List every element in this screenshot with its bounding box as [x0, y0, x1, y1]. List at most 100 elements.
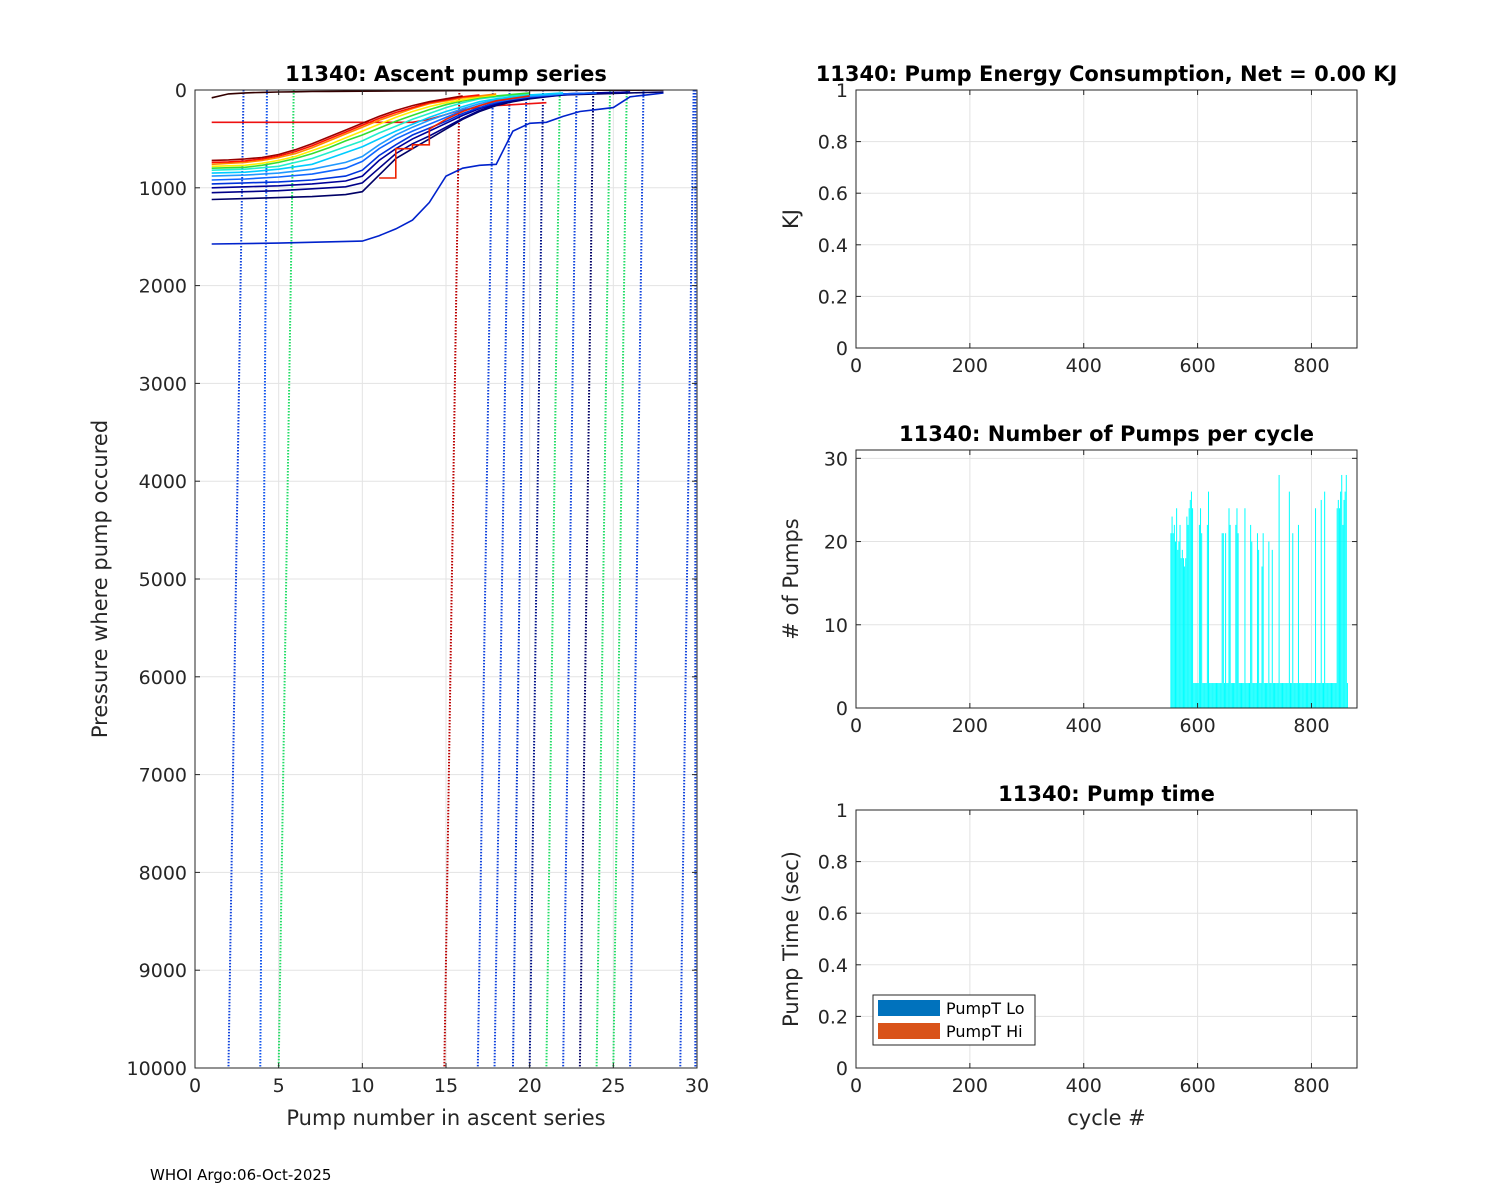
pumps-bar	[1247, 683, 1249, 708]
pumps-bar	[1294, 683, 1296, 708]
pumps-bar	[1319, 683, 1321, 708]
energy-xtick-label: 200	[952, 355, 988, 377]
pumps-bar	[1189, 499, 1191, 708]
pumps-bar	[1211, 683, 1213, 708]
pumps-bar	[1330, 683, 1332, 708]
pumps-bar	[1267, 683, 1269, 708]
pumps-bar	[1269, 683, 1271, 708]
pumps-bar	[1212, 683, 1214, 708]
pumps-bar	[1186, 516, 1188, 708]
pumps-bar	[1312, 683, 1314, 708]
ascent-vertical-series-10	[578, 90, 595, 1068]
pumps-bar	[1287, 683, 1289, 708]
pumps-bar	[1234, 683, 1236, 708]
energy-ylabel: KJ	[779, 209, 803, 229]
energy-axes-box	[855, 89, 1358, 349]
pumps-bar	[1208, 491, 1210, 708]
ascent-xtick-label: 0	[189, 1075, 201, 1097]
pumps-bar	[1196, 683, 1198, 708]
ascent-series-profile-cyan	[211, 92, 564, 174]
pumps-bar	[1238, 683, 1240, 708]
pumptime-legend-label: PumpT Hi	[946, 1022, 1023, 1041]
pumps-bar	[1321, 683, 1323, 708]
pumps-title: 11340: Number of Pumps per cycle	[899, 422, 1314, 446]
pumps-bar	[1337, 499, 1339, 708]
energy-xtick-label: 600	[1179, 355, 1215, 377]
ascent-vertical-series-4	[476, 90, 494, 1068]
ascent-xtick-label: 5	[273, 1075, 285, 1097]
ascent-ytick-label: 3000	[139, 373, 187, 395]
pumps-bar	[1328, 683, 1330, 708]
pumps-bar	[1332, 683, 1334, 708]
pumps-bar	[1333, 683, 1335, 708]
pumps-bar	[1318, 683, 1320, 708]
pumps-bar	[1278, 474, 1280, 708]
pumps-bar	[1218, 683, 1220, 708]
pumps-bar	[1276, 683, 1278, 708]
pumps-ytick-label: 30	[824, 448, 848, 470]
pumps-bar	[1279, 683, 1281, 708]
pumps-bar	[1320, 499, 1322, 708]
pumps-bar	[1296, 683, 1298, 708]
pumptime-legend-label: PumpT Lo	[946, 999, 1025, 1018]
ascent-ytick-label: 0	[175, 80, 187, 102]
ascent-series-profile-yellow	[211, 94, 497, 168]
pumps-bar	[1313, 683, 1315, 708]
pumps-bar	[1315, 508, 1317, 708]
pumps-bar	[1228, 508, 1230, 708]
pumps-bar	[1210, 683, 1212, 708]
energy-plot-area	[856, 90, 1357, 348]
ascent-series-profile-blue-2	[211, 92, 597, 181]
pumps-bar	[1241, 683, 1243, 708]
pumps-bar	[1283, 683, 1285, 708]
pumps-bar	[1327, 683, 1329, 708]
pumps-bar	[1229, 524, 1231, 708]
pumps-bar	[1226, 683, 1228, 708]
pumps-bar	[1254, 683, 1256, 708]
ascent-vertical-series-7	[528, 90, 545, 1068]
ascent-xtick-label: 15	[434, 1075, 458, 1097]
pumps-bar	[1260, 683, 1262, 708]
ascent-vertical-series-11	[595, 90, 611, 1068]
pumps-bar	[1259, 683, 1261, 708]
ascent-ytick-label: 6000	[139, 667, 187, 689]
ascent-ytick-label: 5000	[139, 569, 187, 591]
pumps-bar	[1275, 683, 1277, 708]
ascent-xtick-label: 10	[350, 1075, 374, 1097]
pumps-bar	[1185, 558, 1187, 708]
pumptime-xtick-label: 600	[1179, 1075, 1215, 1097]
pumps-bar	[1334, 683, 1336, 708]
pumps-bar	[1171, 516, 1173, 708]
footer-stamp: WHOI Argo:06-Oct-2025	[150, 1166, 332, 1184]
pumptime-ylabel: Pump Time (sec)	[779, 851, 803, 1027]
pumps-bar	[1285, 683, 1287, 708]
pumps-bar	[1335, 683, 1337, 708]
pumps-bar	[1177, 549, 1179, 708]
pumps-bar	[1262, 533, 1264, 708]
pumps-bar	[1270, 683, 1272, 708]
pumps-bar	[1170, 533, 1172, 708]
pumps-bar	[1300, 683, 1302, 708]
pumps-bar	[1249, 683, 1251, 708]
ascent-vertical-series-12	[612, 90, 628, 1068]
pumps-bar	[1289, 683, 1291, 708]
ascent-ytick-label: 9000	[139, 960, 187, 982]
pumps-bar	[1198, 524, 1200, 708]
pumps-bar	[1284, 683, 1286, 708]
ascent-xtick-label: 20	[518, 1075, 542, 1097]
pumps-bar	[1309, 683, 1311, 708]
ascent-series-profile-green	[211, 92, 530, 169]
pumps-bar	[1223, 683, 1225, 708]
pumps-bar	[1242, 683, 1244, 708]
ascent-xtick-label: 30	[685, 1075, 709, 1097]
ascent-ytick-label: 4000	[139, 471, 187, 493]
ascent-vertical-series-13	[629, 90, 645, 1068]
pumps-bar	[1220, 683, 1222, 708]
pumptime-legend-swatch	[878, 1023, 940, 1039]
pumptime-ytick-label: 0.8	[818, 852, 848, 874]
pumps-bar	[1263, 683, 1265, 708]
pumptime-ytick-label: 0.2	[818, 1006, 848, 1028]
pumps-data	[1170, 474, 1348, 708]
pumps-bar	[1302, 683, 1304, 708]
pumps-bar	[1246, 683, 1248, 708]
